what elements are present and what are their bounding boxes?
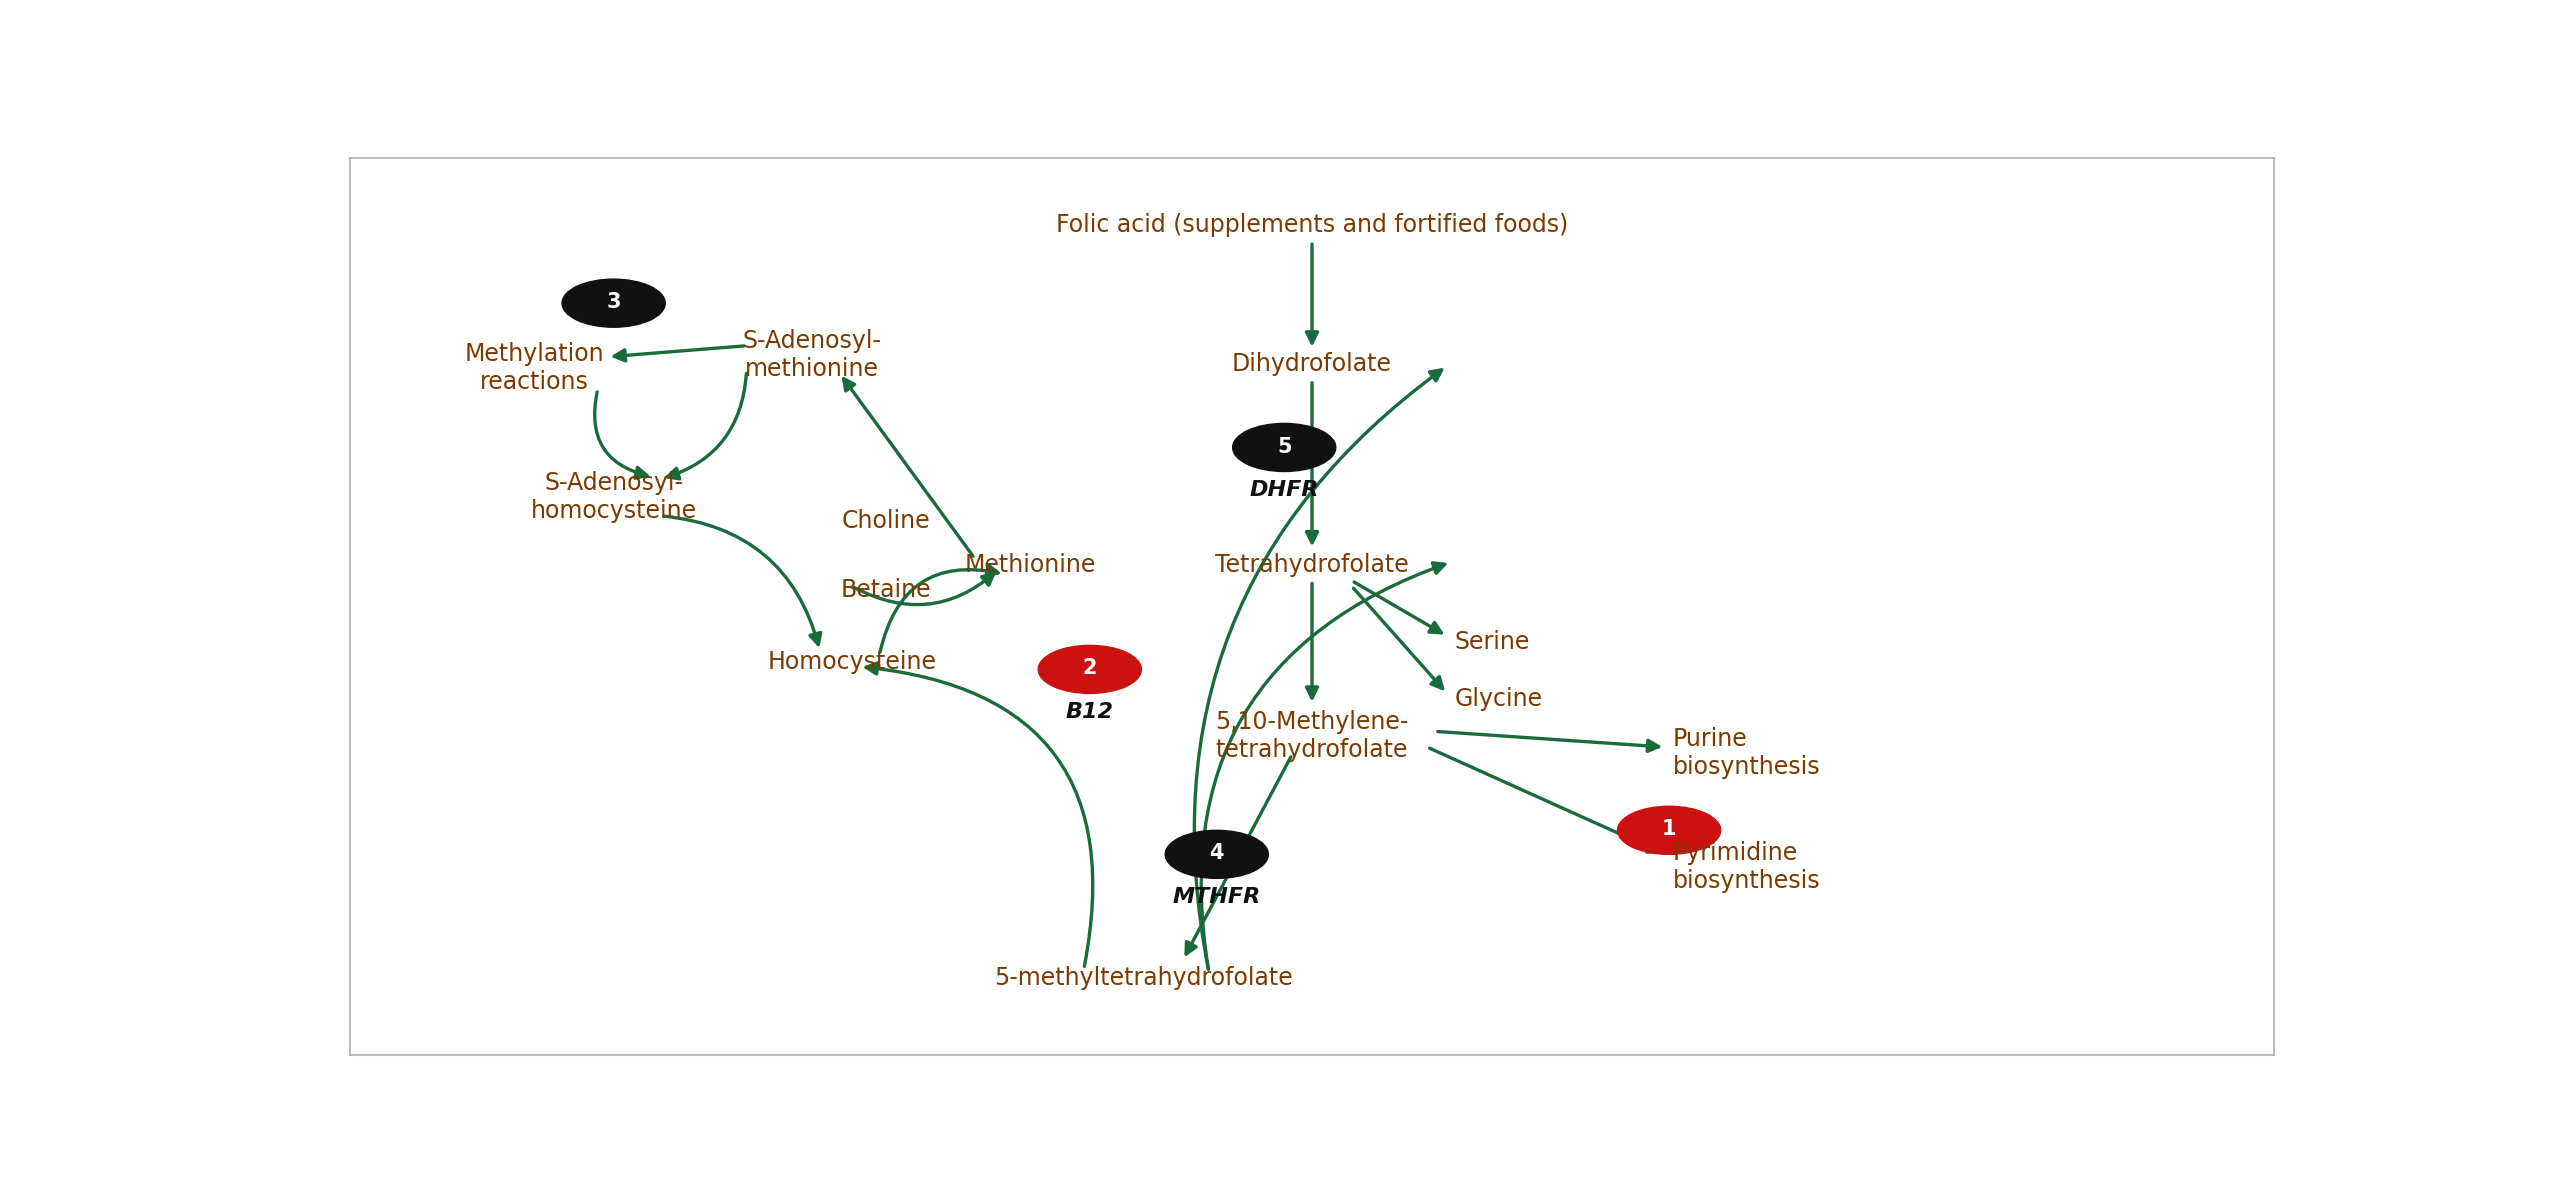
Text: 5: 5 <box>1277 436 1293 456</box>
Text: Homocysteine: Homocysteine <box>768 650 937 674</box>
Circle shape <box>563 279 666 327</box>
Text: Serine: Serine <box>1454 629 1531 653</box>
Text: Folic acid (supplements and fortified foods): Folic acid (supplements and fortified fo… <box>1055 214 1569 238</box>
Text: DHFR: DHFR <box>1249 480 1318 500</box>
Text: Purine
biosynthesis: Purine biosynthesis <box>1674 727 1820 778</box>
Text: 5-methyltetrahydrofolate: 5-methyltetrahydrofolate <box>993 967 1293 991</box>
Text: Betaine: Betaine <box>840 578 932 602</box>
Text: 1: 1 <box>1661 819 1677 839</box>
Text: Choline: Choline <box>842 509 929 533</box>
Circle shape <box>1165 830 1267 878</box>
Text: Methylation
reactions: Methylation reactions <box>463 342 604 394</box>
Circle shape <box>1039 645 1142 693</box>
Text: 2: 2 <box>1083 658 1098 679</box>
Circle shape <box>1618 806 1720 854</box>
Text: Pyrimidine
biosynthesis: Pyrimidine biosynthesis <box>1674 842 1820 894</box>
Text: MTHFR: MTHFR <box>1172 886 1262 907</box>
Text: S-Adenosyl-
homocysteine: S-Adenosyl- homocysteine <box>530 472 696 524</box>
Text: Methionine: Methionine <box>965 552 1096 576</box>
Text: 5,10-Methylene-
tetrahydrofolate: 5,10-Methylene- tetrahydrofolate <box>1216 710 1408 761</box>
Text: B12: B12 <box>1065 701 1114 722</box>
Text: S-Adenosyl-
methionine: S-Adenosyl- methionine <box>742 329 881 381</box>
Text: 3: 3 <box>607 292 622 312</box>
Text: 4: 4 <box>1208 843 1224 864</box>
Circle shape <box>1234 424 1336 472</box>
Text: Tetrahydrofolate: Tetrahydrofolate <box>1216 552 1408 576</box>
Text: Dihydrofolate: Dihydrofolate <box>1231 352 1393 376</box>
Text: Glycine: Glycine <box>1454 687 1544 711</box>
